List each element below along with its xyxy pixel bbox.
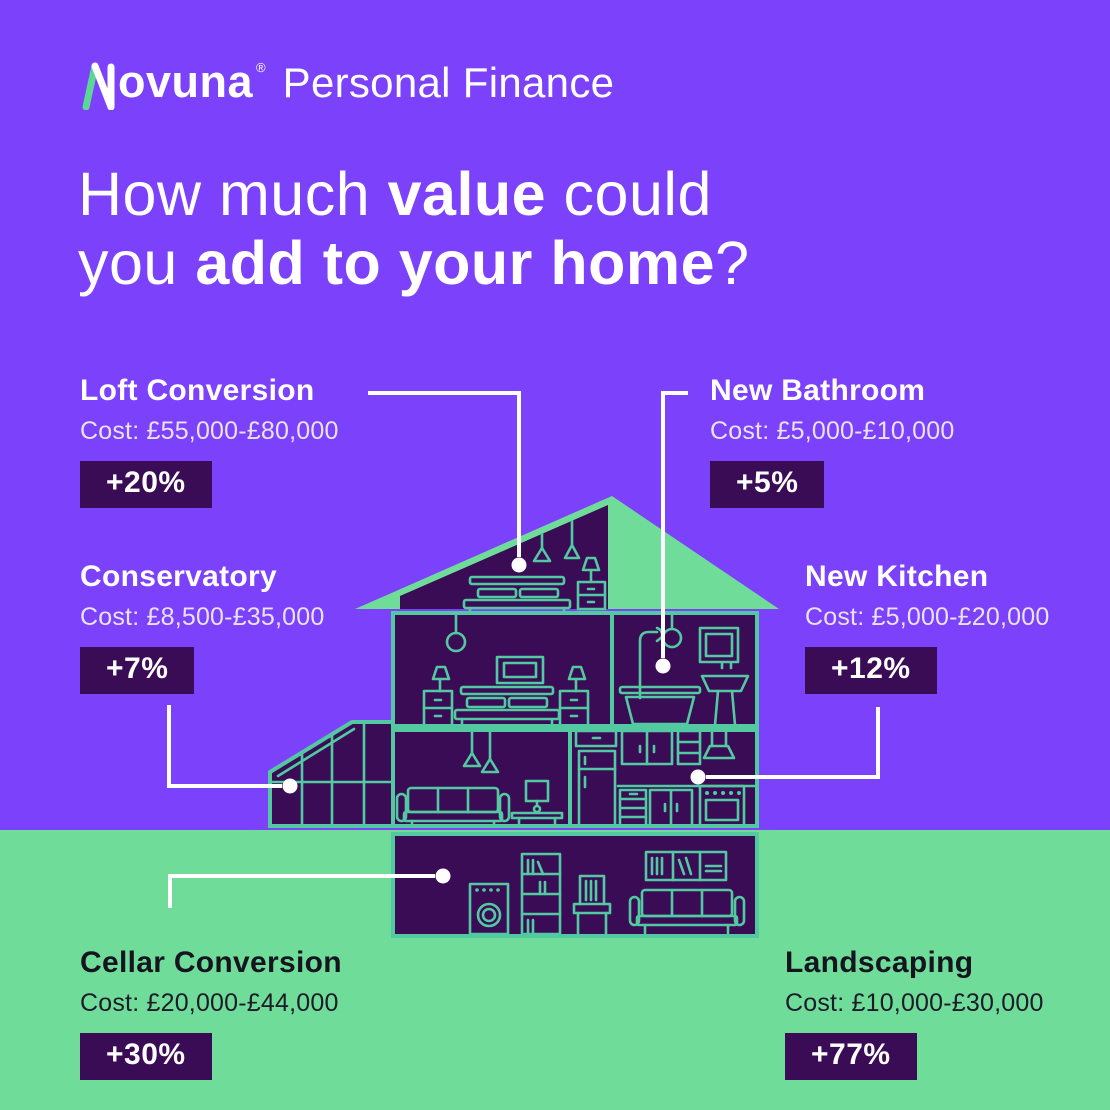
value-badge: +20% bbox=[80, 461, 212, 508]
callout-cost: Cost: £8,500-£35,000 bbox=[80, 603, 325, 631]
value-badge: +7% bbox=[80, 647, 195, 694]
callout-title: New Bathroom bbox=[710, 374, 926, 407]
nightstand-lamp-icon bbox=[422, 665, 454, 728]
bathroom-furniture bbox=[618, 613, 750, 727]
callout-title: New Kitchen bbox=[805, 560, 989, 593]
side-table-lamp-icon bbox=[510, 779, 564, 828]
bed-icon bbox=[462, 575, 572, 614]
nightstand-lamp-icon bbox=[558, 665, 590, 728]
registered-mark: ® bbox=[256, 60, 266, 75]
roof bbox=[355, 496, 779, 609]
callout-conservatory: Conservatory Cost: £8,500-£35,000 +7% bbox=[80, 560, 324, 694]
brand-name: ovuna bbox=[118, 56, 254, 107]
oven-icon bbox=[698, 784, 746, 828]
page-title: How much value could you add to your hom… bbox=[78, 160, 750, 298]
value-badge: +30% bbox=[80, 1033, 212, 1080]
value-badge: +77% bbox=[785, 1033, 917, 1080]
ceiling-light-icon bbox=[445, 613, 467, 653]
connector-conservatory-dot bbox=[282, 778, 298, 794]
bathroom bbox=[610, 611, 759, 728]
sink-icon bbox=[700, 661, 750, 727]
connector-bathroom-dot bbox=[655, 658, 671, 674]
ceiling-light-icon bbox=[661, 613, 683, 649]
bedroom-furniture bbox=[422, 613, 590, 728]
brand-logo: ovuna ® Personal Finance bbox=[78, 58, 614, 110]
sofa-icon bbox=[395, 786, 511, 828]
kitchen bbox=[568, 728, 759, 828]
kitchen-furniture bbox=[574, 729, 759, 828]
mirror-icon bbox=[698, 626, 740, 664]
callout-landscaping: Landscaping Cost: £10,000-£30,000 +77% bbox=[785, 946, 1044, 1080]
cabinets-icon bbox=[620, 729, 702, 766]
callout-cost: Cost: £20,000-£44,000 bbox=[80, 989, 339, 1017]
pendant-lights-icon bbox=[462, 729, 500, 774]
counter-drawers-icon bbox=[616, 784, 759, 828]
connector-conservatory-line bbox=[167, 705, 282, 788]
callout-title: Conservatory bbox=[80, 560, 278, 593]
callout-cost: Cost: £5,000-£10,000 bbox=[710, 417, 955, 445]
value-badge: +12% bbox=[805, 647, 937, 694]
living-room bbox=[391, 728, 572, 828]
shower-icon bbox=[638, 626, 664, 700]
cooker-hood-icon bbox=[702, 729, 736, 760]
callout-cellar-conversion: Cellar Conversion Cost: £20,000-£44,000 … bbox=[80, 946, 342, 1080]
callout-title: Landscaping bbox=[785, 946, 974, 979]
living-room-furniture bbox=[395, 729, 564, 828]
bed-icon bbox=[453, 685, 561, 727]
callout-cost: Cost: £10,000-£30,000 bbox=[785, 989, 1044, 1017]
pendant-lights-icon bbox=[532, 519, 581, 563]
bedroom bbox=[391, 611, 614, 728]
connector-kitchen-line bbox=[706, 707, 880, 779]
conservatory bbox=[268, 720, 395, 828]
connector-kitchen-dot bbox=[690, 769, 706, 785]
heading-line-1: How much value could bbox=[78, 160, 712, 228]
callout-new-bathroom: New Bathroom Cost: £5,000-£10,000 +5% bbox=[710, 374, 954, 508]
connector-loft-dot bbox=[511, 557, 527, 573]
nightstand-lamp-icon bbox=[576, 556, 607, 611]
callout-title: Loft Conversion bbox=[80, 374, 315, 407]
callout-new-kitchen: New Kitchen Cost: £5,000-£20,000 +12% bbox=[805, 560, 1049, 694]
wall-picture-icon bbox=[495, 655, 545, 685]
brand-product: Personal Finance bbox=[282, 59, 615, 106]
bathtub-icon bbox=[618, 685, 702, 726]
heading-line-2: you add to your home? bbox=[78, 229, 750, 297]
novuna-n-icon bbox=[82, 62, 115, 110]
connector-loft-line bbox=[368, 391, 521, 557]
callout-title: Cellar Conversion bbox=[80, 946, 342, 979]
connector-bathroom-line bbox=[661, 391, 688, 658]
loft-bedroom bbox=[462, 519, 607, 614]
value-badge: +5% bbox=[710, 461, 825, 508]
callout-cost: Cost: £55,000-£80,000 bbox=[80, 417, 339, 445]
callout-loft-conversion: Loft Conversion Cost: £55,000-£80,000 +2… bbox=[80, 374, 339, 508]
callout-cost: Cost: £5,000-£20,000 bbox=[805, 603, 1050, 631]
fridge-icon bbox=[574, 729, 618, 828]
